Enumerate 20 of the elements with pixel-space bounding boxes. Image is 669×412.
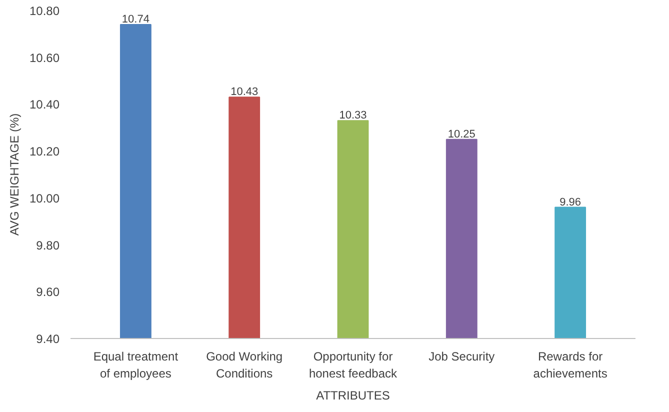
y-tick-label: 9.80	[36, 238, 60, 252]
y-tick-label: 10.40	[29, 98, 60, 112]
x-axis-title: ATTRIBUTES	[316, 388, 390, 402]
data-label: 9.96	[560, 196, 582, 208]
y-tick-label: 10.00	[29, 191, 60, 206]
data-label: 10.33	[339, 110, 367, 122]
data-label: 10.74	[122, 14, 150, 26]
x-tick-label: Rewards for achievements	[533, 350, 608, 380]
y-tick-label: 10.80	[29, 4, 60, 18]
data-label: 10.25	[448, 128, 476, 140]
y-tick-label: 10.20	[29, 144, 60, 159]
x-tick-label: Job Security	[428, 350, 495, 364]
y-tick-label: 10.60	[29, 50, 60, 65]
x-tick-label: Good Working Conditions	[206, 350, 283, 380]
data-label: 10.43	[230, 86, 258, 98]
x-tick-label: Opportunity for honest feedback	[308, 350, 398, 380]
y-axis-title: AVG WEIGHTAGE (%)	[7, 113, 22, 236]
y-tick-label: 9.60	[36, 285, 60, 300]
y-tick-label: 9.40	[36, 332, 60, 346]
x-tick-label: Equal treatment of employees	[93, 350, 179, 380]
